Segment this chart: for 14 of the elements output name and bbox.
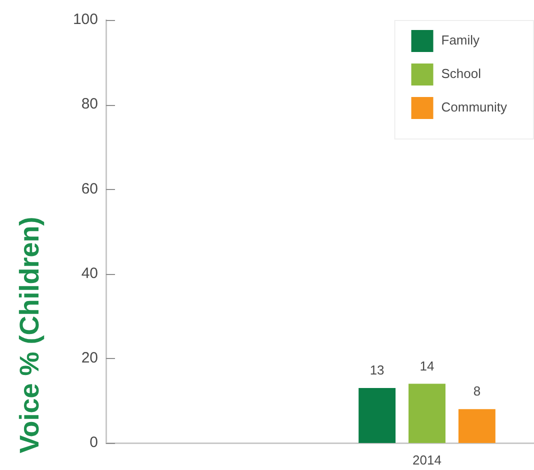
y-tick-label: 0 <box>90 434 98 452</box>
data-label: 13 <box>370 362 384 378</box>
data-label: 8 <box>473 384 481 399</box>
y-axis-title: Voice % (Children) <box>14 216 44 454</box>
legend-label: School <box>441 66 482 82</box>
data-label: 14 <box>420 358 434 374</box>
y-tick-label: 20 <box>81 350 98 367</box>
y-tick-label: 80 <box>81 96 98 113</box>
legend-label: Family <box>441 32 480 48</box>
x-tick-label: 2014 <box>412 452 442 468</box>
y-tick-label: 100 <box>72 11 98 28</box>
y-tick-label: 40 <box>81 264 98 282</box>
legend-label: Community <box>441 100 508 115</box>
y-tick-label: 60 <box>81 180 98 198</box>
